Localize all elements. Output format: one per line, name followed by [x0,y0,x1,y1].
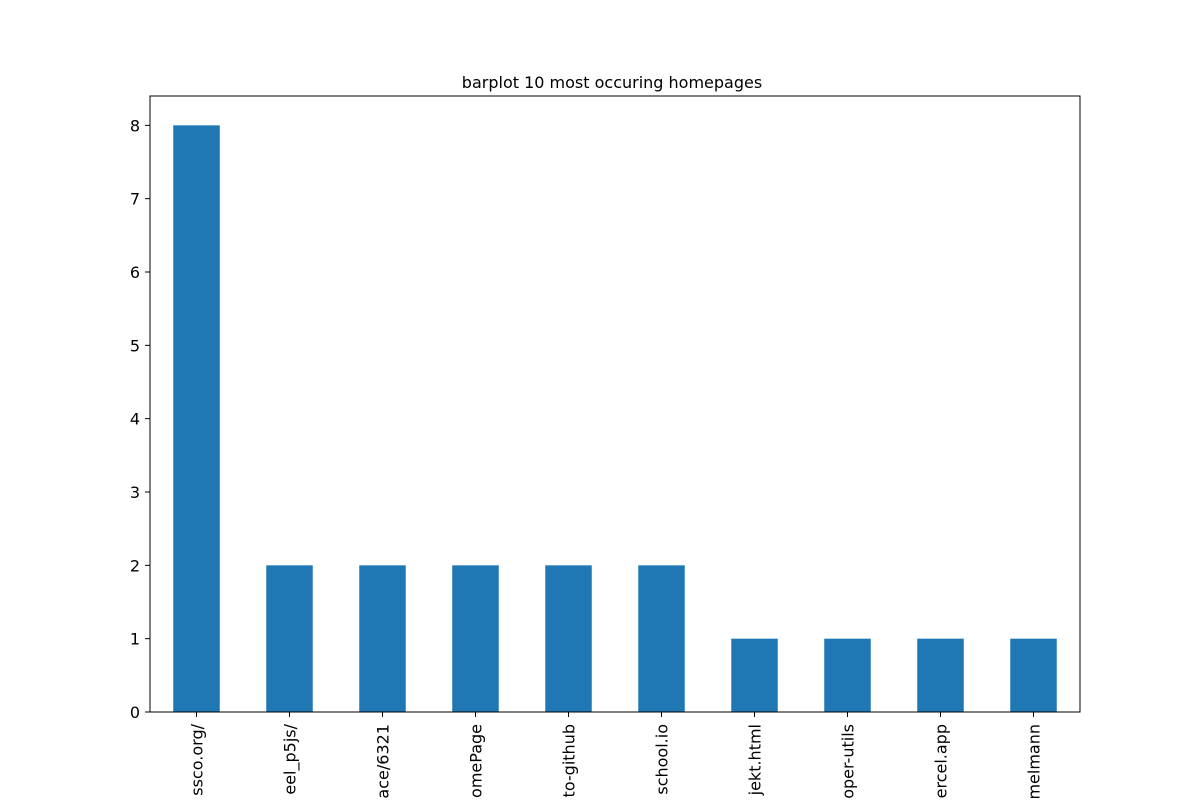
y-tick-label: 8 [130,116,140,135]
bar-9 [1010,638,1057,712]
x-tick-label: jekt.html [746,724,765,796]
x-tick-label: oper-utils [839,724,858,799]
bar-8 [917,638,964,712]
x-tick-label: omePage [467,724,486,798]
y-tick-label: 4 [130,410,140,429]
bar-5 [638,565,685,712]
x-tick-label: melmann [1025,724,1044,800]
y-tick-label: 0 [130,703,140,722]
bar-2 [359,565,406,712]
y-tick-label: 2 [130,556,140,575]
y-tick-label: 3 [130,483,140,502]
plot-area [173,125,1057,713]
y-axis: 0 1 2 3 4 5 6 7 8 [130,116,150,722]
x-tick-label: school.io [653,724,672,795]
y-tick-label: 6 [130,263,140,282]
bar-0 [173,125,220,713]
bar-6 [731,638,778,712]
x-tick-label: to-github [560,724,579,797]
y-tick-label: 1 [130,630,140,649]
x-tick-label: ace/6321 [374,724,393,799]
chart-title: barplot 10 most occuring homepages [462,73,762,92]
bar-7 [824,638,871,712]
x-tick-label: ercel.app [932,724,951,798]
axes-frame [149,95,1081,713]
x-tick-label: ssco.org/ [188,723,207,795]
bar-3 [452,565,499,712]
x-tick-label: eel_p5js/ [281,723,301,794]
bar-1 [266,565,313,712]
y-tick-label: 7 [130,190,140,209]
bar-4 [545,565,592,712]
x-axis: ssco.org/eel_p5js/ace/6321 omePage to-gith… [188,712,1044,800]
y-tick-label: 5 [130,336,140,355]
